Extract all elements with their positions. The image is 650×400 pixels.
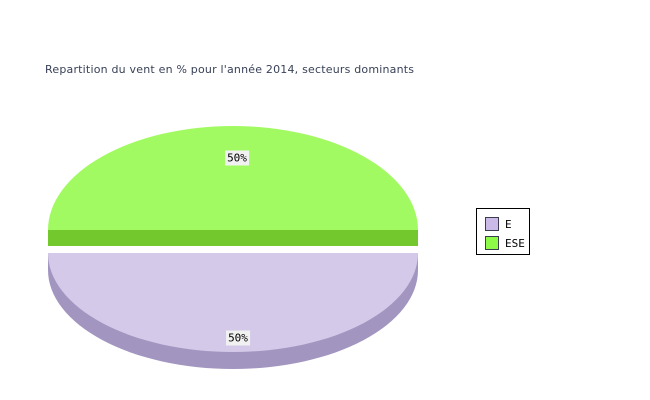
legend: E ESE — [476, 208, 530, 255]
pie-slice-ese-side — [48, 230, 418, 246]
legend-item-e: E — [485, 217, 529, 231]
legend-swatch-ese-icon — [485, 236, 499, 250]
slice-label-ese: 50% — [225, 150, 249, 166]
legend-label-ese: ESE — [505, 236, 525, 250]
chart-title: Repartition du vent en % pour l'année 20… — [45, 63, 415, 76]
pie-slice-ese — [48, 126, 418, 230]
legend-swatch-e-icon — [485, 217, 499, 231]
pie-slice-e — [48, 253, 418, 352]
legend-item-ese: ESE — [485, 236, 529, 250]
slice-label-e: 50% — [226, 330, 250, 346]
legend-label-e: E — [505, 217, 512, 231]
